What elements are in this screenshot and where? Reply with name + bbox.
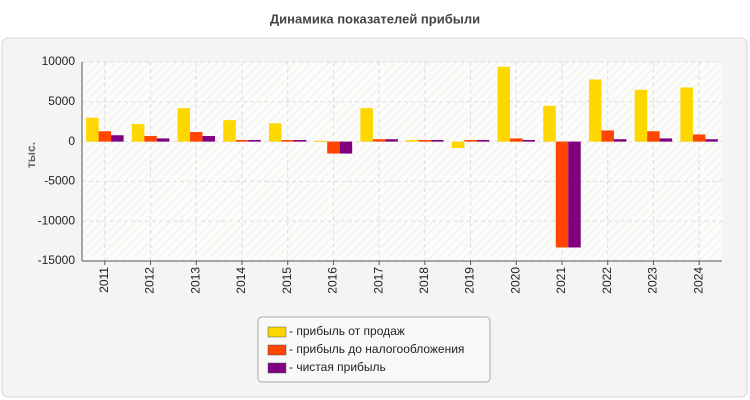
bar: [144, 136, 157, 142]
bar: [705, 139, 718, 142]
bar: [418, 140, 432, 142]
x-tick-label: 2013: [188, 267, 202, 294]
bar: [451, 141, 465, 148]
legend-label: - прибыль до налогообложения: [289, 342, 464, 356]
bar: [177, 108, 191, 142]
bar: [431, 140, 444, 142]
bar: [543, 105, 556, 142]
bar: [385, 139, 398, 142]
bar: [248, 140, 261, 142]
bar: [111, 135, 124, 142]
y-tick-label: -5000: [44, 174, 75, 188]
y-tick-label: 5000: [48, 94, 75, 108]
bar: [601, 130, 614, 142]
bar: [223, 120, 236, 142]
bar: [659, 138, 673, 142]
bar: [327, 141, 340, 154]
bar: [634, 89, 648, 142]
bar: [131, 124, 145, 142]
bar: [190, 132, 203, 142]
bar: [680, 87, 693, 142]
x-tick-label: 2018: [417, 267, 431, 294]
x-tick-label: 2020: [508, 267, 522, 294]
y-tick-label: -10000: [38, 213, 76, 227]
bar: [293, 140, 307, 142]
bar: [476, 140, 490, 142]
legend-swatch: [267, 344, 287, 356]
bar: [281, 140, 294, 142]
legend-swatch: [267, 362, 287, 374]
plot-area: [82, 62, 722, 261]
x-tick-label: 2023: [646, 267, 660, 294]
bar: [555, 141, 569, 248]
bar: [588, 79, 602, 142]
legend-swatch: [267, 326, 287, 338]
x-tick-label: 2016: [326, 267, 340, 294]
x-tick-label: 2017: [371, 267, 385, 294]
bar: [372, 139, 386, 142]
x-tick-label: 2011: [97, 267, 111, 293]
bar: [406, 140, 419, 142]
x-tick-label: 2021: [554, 267, 568, 294]
bar: [692, 134, 706, 142]
x-tick-label: 2019: [463, 267, 477, 294]
y-axis-label: тыс.: [24, 142, 38, 168]
bar: [314, 140, 328, 142]
y-tick-label: 10000: [42, 54, 76, 68]
bar: [613, 139, 627, 142]
x-tick-label: 2015: [280, 267, 294, 294]
x-tick-label: 2014: [234, 267, 248, 294]
chart-title: Динамика показателей прибыли: [270, 11, 480, 26]
bar: [510, 138, 523, 142]
bar: [98, 131, 112, 142]
bar: [86, 117, 99, 142]
x-tick-label: 2024: [691, 267, 705, 294]
legend-label: - чистая прибыль: [289, 360, 386, 374]
bar: [497, 66, 511, 142]
bar: [360, 108, 373, 142]
x-tick-label: 2022: [600, 267, 614, 294]
y-tick-label: 0: [68, 134, 75, 148]
bar: [339, 141, 353, 154]
x-tick-label: 2012: [143, 267, 157, 294]
bar: [647, 131, 660, 142]
bar: [156, 138, 170, 142]
bar: [522, 140, 536, 142]
legend-label: - прибыль от продаж: [289, 324, 405, 338]
bar: [235, 140, 249, 142]
y-tick-label: -15000: [38, 253, 76, 267]
bar: [568, 141, 581, 248]
bar: [464, 140, 477, 142]
legend: [257, 316, 491, 383]
bar: [202, 136, 216, 142]
bar: [268, 123, 282, 142]
